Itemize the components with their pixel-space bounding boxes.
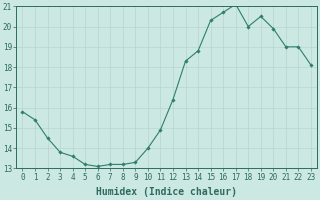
X-axis label: Humidex (Indice chaleur): Humidex (Indice chaleur)	[96, 187, 237, 197]
